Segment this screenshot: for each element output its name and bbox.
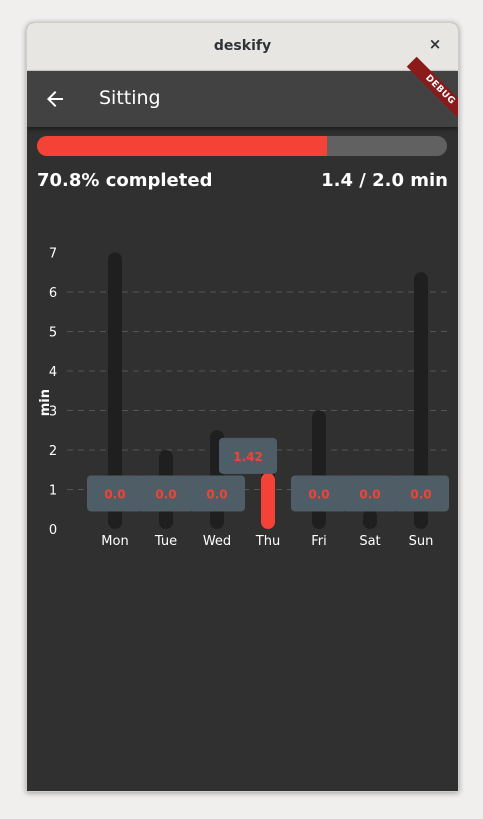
x-tick-label: Fri [311,534,327,549]
app-window: deskify × Sitting DEBUG 70.8% completed … [26,22,459,792]
y-tick-label: 0 [49,523,57,538]
background-bar [414,272,428,529]
data-label: 0.0 [308,487,329,501]
x-tick-label: Sat [359,534,380,549]
y-tick-label: 3 [49,405,57,420]
value-bar [261,472,275,529]
x-tick-label: Tue [154,534,177,549]
data-label: 0.0 [206,487,227,501]
x-tick-label: Sun [409,534,434,549]
x-tick-label: Wed [203,534,231,549]
data-label: 1.42 [233,450,263,464]
background-bar [108,252,122,529]
tooltip-box [219,437,277,474]
progress-bar [37,136,447,156]
y-tick-label: 5 [49,326,57,341]
page-title: Sitting [99,87,161,109]
app-bar: Sitting DEBUG [27,56,458,127]
y-tick-label: 1 [49,484,57,499]
tooltip-box [393,475,449,512]
progress-bar-fill [37,136,328,156]
window-title: deskify [213,38,272,54]
title-bar: deskify × [27,23,458,71]
tooltip-box [138,475,194,512]
time-progress: 1.4 / 2.0 min [321,170,448,191]
y-tick-label: 7 [49,247,57,262]
y-tick-label: 4 [49,365,57,380]
tooltip-box [291,475,347,512]
data-label: 0.0 [155,487,176,501]
data-label: 0.0 [359,487,380,501]
x-tick-label: Thu [255,534,280,549]
tooltip-box [342,475,398,512]
background-bar [363,509,377,529]
tooltip-box [189,475,245,512]
x-tick-label: Mon [101,534,128,549]
close-icon[interactable]: × [428,35,442,53]
arrow-back-icon[interactable] [43,87,67,111]
y-tick-label: 2 [49,444,57,459]
percent-completed: 70.8% completed [37,170,213,191]
y-axis-label: min [38,389,53,416]
weekly-bar-chart: 0 1 2 3 4 5 6 7 min Mon Tue Wed Thu Fri Sat Sun 0.0 0.0 0.… [38,247,449,549]
data-label: 0.0 [104,487,125,501]
y-tick-label: 6 [49,286,57,301]
data-label: 0.0 [410,487,431,501]
tooltip-box [87,475,143,512]
